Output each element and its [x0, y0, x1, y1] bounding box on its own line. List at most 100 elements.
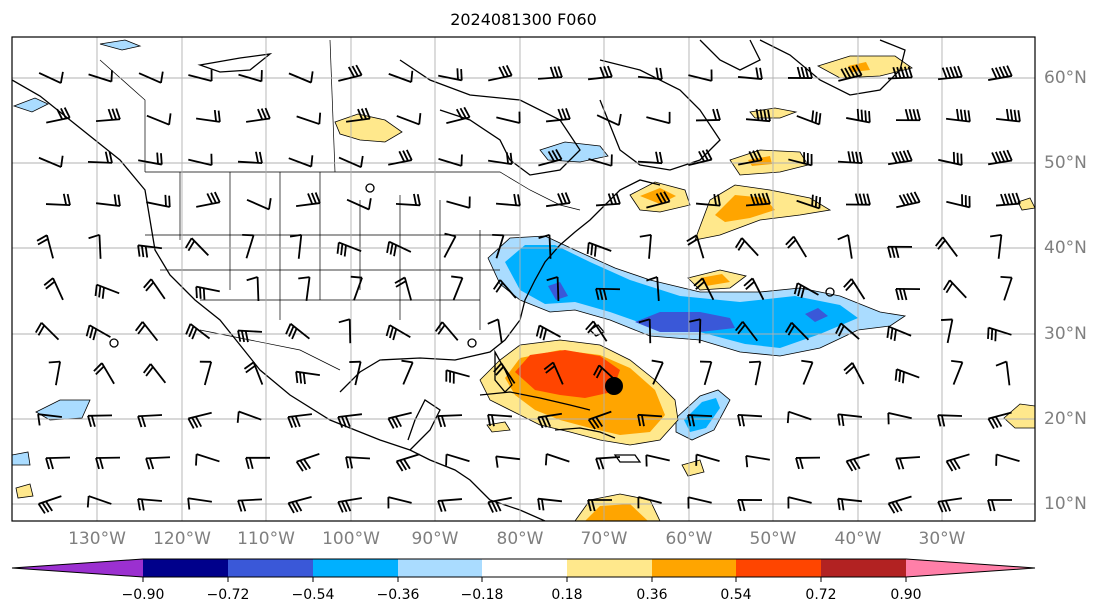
wind-barb-flag [394, 276, 406, 284]
wind-barb [446, 200, 470, 209]
wind-barb-flag [459, 107, 467, 119]
wind-barb-flag [953, 66, 959, 78]
wind-barb-flag [716, 108, 721, 121]
wind-barb-flag [56, 108, 64, 120]
wind-barb [297, 234, 303, 259]
wind-barb-flag [164, 194, 167, 207]
wind-barb [496, 116, 520, 124]
wind-barb-flag [1013, 109, 1017, 122]
wind-barb-flag [763, 109, 768, 122]
wind-barb-flag [785, 235, 795, 246]
wind-barb-flag [240, 330, 246, 343]
wind-barb-flag [299, 372, 303, 384]
wind-barb-flag [187, 240, 196, 252]
wind-barb-flag [800, 286, 806, 299]
wind-barb-flag [89, 326, 94, 339]
wind-barb-flag [258, 151, 263, 164]
wind-barb-flag [941, 500, 948, 513]
wind-barb-flag [814, 195, 818, 208]
lat-label: 10°N [1044, 494, 1087, 514]
wind-barb-flag [437, 415, 443, 428]
wind-barb-flag [360, 155, 364, 168]
lon-label: 80°W [496, 529, 544, 549]
wind-barb-flag [767, 109, 771, 122]
wind-barb-flag [866, 193, 871, 205]
wind-barb [695, 119, 721, 122]
wind-barb [145, 456, 171, 460]
wind-barb-flag [904, 108, 910, 121]
wind-barb-flag [37, 238, 49, 246]
wind-barb [396, 115, 420, 126]
wind-barb-flag [291, 501, 299, 513]
wind-barb-flag [141, 245, 145, 258]
wind-barb-flag [655, 151, 660, 164]
wind-barb-flag [686, 234, 697, 243]
wind-barb-flag [268, 198, 272, 210]
wind-barb [88, 73, 112, 83]
wind-barb-flag [513, 193, 518, 206]
wind-barb-flag [637, 414, 642, 427]
wind-barb-flag [995, 360, 1007, 367]
wind-barb-flag [289, 233, 302, 238]
wind-barb-flag [894, 246, 900, 259]
wind-barb-flag [117, 194, 121, 207]
wind-barb-flag [95, 457, 100, 470]
wind-barb [696, 453, 720, 462]
lat-label: 50°N [1044, 153, 1087, 173]
wind-barb-flag [963, 109, 967, 122]
wind-barb-flag [544, 415, 552, 428]
wind-barb-flag [291, 416, 297, 428]
wind-barb-flag [160, 71, 164, 84]
wind-barb [346, 198, 370, 211]
wind-barb-flag [545, 365, 556, 374]
wind-barb-flag [60, 107, 67, 119]
wind-barb-flag [549, 66, 556, 78]
wind-barb [997, 234, 1003, 259]
wind-barb-flag [543, 361, 554, 371]
wind-barb [698, 319, 702, 344]
wind-barb-flag [244, 330, 249, 343]
wind-barb-flag [36, 234, 48, 242]
wind-barb-flag [498, 66, 506, 78]
wind-barb-flag [998, 66, 1006, 78]
colorbar-extend-high [906, 559, 1035, 577]
wind-barb [288, 72, 312, 84]
wind-barb [38, 72, 62, 84]
wind-barb-flag [285, 323, 292, 335]
wind-barb-flag [437, 500, 443, 512]
wind-barb-flag [737, 240, 746, 251]
wind-barb-flag [93, 362, 103, 372]
wind-barb-flag [854, 193, 860, 205]
wind-barb-flag [310, 155, 314, 167]
wind-barb [188, 158, 212, 167]
wind-barb-flag [851, 151, 856, 163]
wind-barb [703, 361, 713, 386]
wind-barb-flag [757, 193, 764, 205]
wind-barb-flag [713, 193, 718, 206]
wind-barb-flag [843, 362, 854, 372]
wind-barb-flag [748, 150, 756, 162]
wind-barb [288, 157, 312, 168]
wind-barb-flag [607, 65, 613, 78]
wind-barb-flag [995, 416, 1003, 428]
wind-barb-flag [901, 371, 905, 384]
wind-barb-flag [41, 502, 50, 513]
wind-barb-flag [555, 148, 563, 160]
wind-barb-flag [98, 457, 104, 470]
wind-barb-flag [505, 64, 513, 76]
wind-barb-flag [243, 361, 255, 370]
wind-barb-flag [755, 67, 760, 79]
wind-barb-flag [288, 325, 295, 337]
gridlines [12, 37, 1035, 521]
wind-barb-flag [840, 498, 845, 511]
wind-barb-flag [401, 359, 413, 364]
wind-barb-flag [434, 321, 443, 332]
wind-barb [646, 454, 670, 462]
wind-barb-flag [48, 360, 61, 364]
wind-barb-flag [399, 459, 408, 471]
wind-barb-flag [564, 192, 571, 204]
wind-barb-flag [640, 414, 645, 427]
wind-barb-flag [184, 237, 193, 249]
wind-barb-flag [92, 328, 98, 341]
wind-barb-flag [537, 417, 544, 429]
